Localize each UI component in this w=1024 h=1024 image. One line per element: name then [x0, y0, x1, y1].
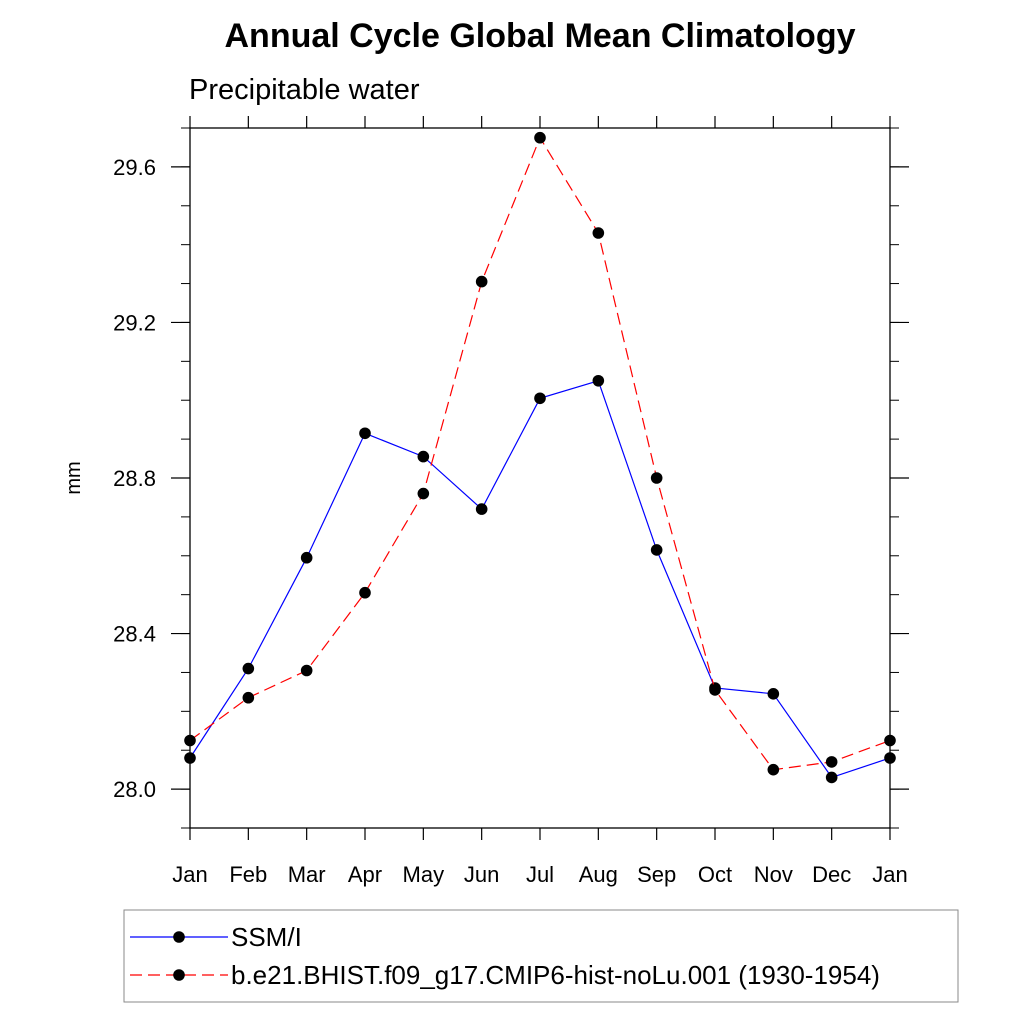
chart-title: Annual Cycle Global Mean Climatology	[225, 17, 856, 55]
series-1-point	[709, 684, 721, 696]
y-tick-label: 29.2	[113, 310, 156, 335]
y-tick-label: 29.6	[113, 155, 156, 180]
series-0-point	[475, 503, 488, 515]
chart-subtitle: Precipitable water	[189, 74, 420, 106]
x-tick-label: Apr	[348, 862, 382, 887]
y-tick-label: 28.8	[113, 466, 156, 491]
legend-marker-0	[173, 931, 185, 943]
plot-frame	[189, 127, 891, 829]
x-tick-label: Aug	[579, 862, 618, 887]
series-0-point	[650, 544, 663, 556]
series-1-point	[650, 472, 663, 484]
legend-marker-1	[173, 969, 185, 981]
x-tick-labels: Jan Feb Mar Apr May Jun Jul Aug Sep Oct Nov Dec Jan	[172, 862, 907, 887]
legend: SSM/I b.e21.BHIST.f09_g17.CMIP6-hist-noLu…	[130, 922, 880, 990]
x-tick-label: Feb	[229, 862, 267, 887]
legend-box	[123, 909, 959, 1003]
series-1-point	[417, 487, 430, 500]
x-tick-label: Sep	[637, 862, 676, 887]
x-tick-label: Jul	[526, 862, 554, 887]
x-tick-label: Jun	[464, 862, 499, 887]
series-1-point	[300, 664, 313, 677]
x-tick-label: May	[403, 862, 445, 887]
y-tick-label: 28.4	[113, 622, 156, 647]
series-0-point	[825, 771, 838, 784]
series-0-point	[300, 551, 313, 564]
series-0-point	[592, 374, 605, 387]
series-line-0	[189, 380, 891, 779]
series-1-point	[359, 586, 371, 599]
series-1-point	[825, 756, 838, 768]
series-1-point	[475, 275, 488, 288]
x-tick-label: Jan	[172, 862, 207, 887]
y-axis-label: mm	[63, 461, 85, 494]
series-0-point	[184, 752, 196, 764]
series-1-point	[884, 734, 896, 747]
axis-ticks	[171, 116, 909, 840]
series-0-point	[884, 752, 896, 764]
x-tick-label: Oct	[698, 862, 732, 887]
series-1-point	[767, 763, 780, 776]
series-line-1	[189, 136, 891, 771]
x-tick-label: Mar	[288, 862, 326, 887]
series-1-point	[242, 691, 255, 704]
series-0-point	[534, 392, 546, 405]
series-layer	[184, 131, 896, 784]
legend-label-0: SSM/I	[231, 922, 302, 952]
series-1-point	[592, 227, 605, 239]
x-tick-label: Jan	[872, 862, 907, 887]
y-tick-labels: 28.0 28.4 28.8 29.2 29.6	[113, 155, 156, 802]
x-tick-label: Dec	[812, 862, 851, 887]
y-tick-label: 28.0	[113, 777, 156, 802]
series-0-point	[417, 450, 430, 463]
series-0-point	[359, 427, 371, 440]
series-1-point	[184, 734, 196, 747]
series-1-point	[534, 131, 546, 144]
x-tick-label: Nov	[754, 862, 793, 887]
series-0-point	[242, 662, 255, 675]
legend-label-1: b.e21.BHIST.f09_g17.CMIP6-hist-noLu.001 …	[231, 960, 880, 990]
series-0-point	[767, 688, 780, 700]
